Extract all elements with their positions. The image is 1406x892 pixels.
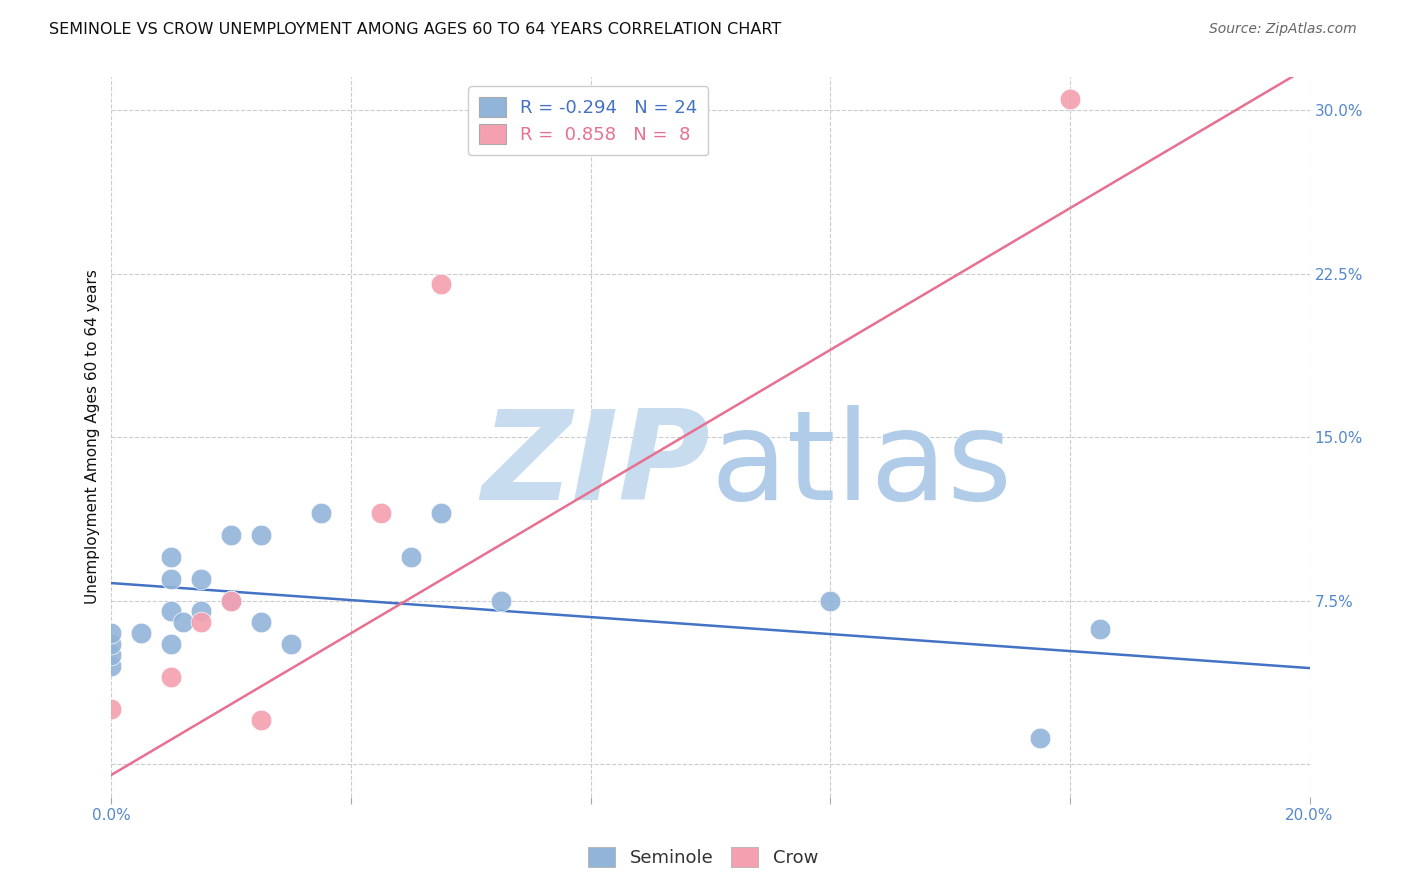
Point	[250, 615, 273, 630]
Point	[1029, 731, 1052, 745]
Text: ZIP: ZIP	[482, 405, 710, 526]
Point	[1059, 92, 1081, 106]
Point	[190, 604, 212, 618]
Point	[280, 637, 302, 651]
Text: atlas: atlas	[710, 405, 1012, 526]
Point	[190, 615, 212, 630]
Point	[399, 549, 422, 564]
Point	[430, 277, 453, 292]
Point	[219, 593, 242, 607]
Point	[172, 615, 194, 630]
Legend: Seminole, Crow: Seminole, Crow	[581, 839, 825, 874]
Text: SEMINOLE VS CROW UNEMPLOYMENT AMONG AGES 60 TO 64 YEARS CORRELATION CHART: SEMINOLE VS CROW UNEMPLOYMENT AMONG AGES…	[49, 22, 782, 37]
Point	[250, 714, 273, 728]
Point	[820, 593, 842, 607]
Point	[1088, 622, 1111, 636]
Y-axis label: Unemployment Among Ages 60 to 64 years: Unemployment Among Ages 60 to 64 years	[86, 269, 100, 605]
Point	[190, 572, 212, 586]
Point	[219, 593, 242, 607]
Point	[100, 659, 122, 673]
Point	[160, 572, 183, 586]
Text: Source: ZipAtlas.com: Source: ZipAtlas.com	[1209, 22, 1357, 37]
Point	[160, 604, 183, 618]
Point	[219, 528, 242, 542]
Point	[250, 528, 273, 542]
Point	[131, 626, 153, 640]
Legend: R = -0.294   N = 24, R =  0.858   N =  8: R = -0.294 N = 24, R = 0.858 N = 8	[468, 87, 709, 155]
Point	[100, 648, 122, 662]
Point	[160, 637, 183, 651]
Point	[430, 506, 453, 520]
Point	[100, 702, 122, 716]
Point	[309, 506, 332, 520]
Point	[160, 549, 183, 564]
Point	[100, 637, 122, 651]
Point	[100, 626, 122, 640]
Point	[370, 506, 392, 520]
Point	[160, 670, 183, 684]
Point	[489, 593, 512, 607]
